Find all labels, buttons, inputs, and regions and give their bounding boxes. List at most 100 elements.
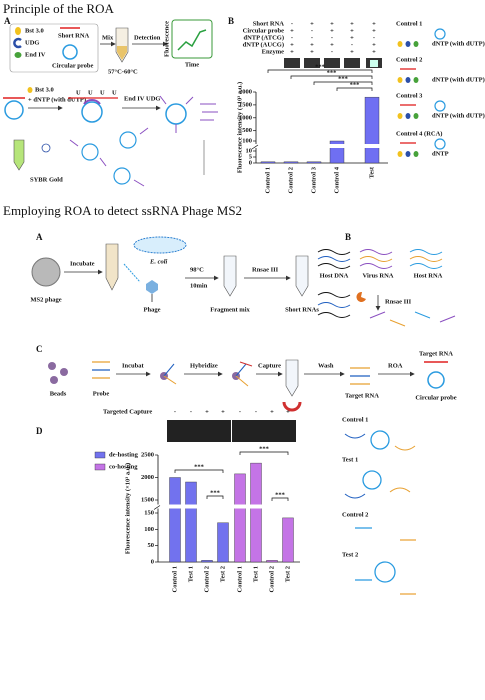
condition-mark: + xyxy=(330,41,334,48)
significance-label: *** xyxy=(350,81,360,88)
label: Target RNA xyxy=(419,350,453,357)
capture-workflow-shape xyxy=(48,362,56,370)
label: Beads xyxy=(50,390,67,397)
ms2-workflow-shape xyxy=(133,236,187,254)
ms2-workflow: A MS2 phage Incubate E. coli Phage 98°C … xyxy=(30,232,319,313)
capture-workflow-shape xyxy=(163,363,175,377)
label: + dNTP (with dUTP) xyxy=(28,96,86,103)
capture-mark: - xyxy=(239,408,241,415)
condition-mark: - xyxy=(311,27,313,34)
label: 98°C xyxy=(190,266,204,273)
gel-image xyxy=(304,58,320,68)
principle-schematic-shape xyxy=(83,99,101,105)
ms2-digestion-shape xyxy=(414,311,431,319)
y-axis-label: Fluorescence intensity (×10³ a.u.) xyxy=(124,463,131,554)
gel-image xyxy=(284,58,300,68)
gel-image xyxy=(324,58,340,68)
principle-schematic-shape xyxy=(81,101,103,123)
condition-name: Circular probe xyxy=(243,27,284,34)
bar xyxy=(169,477,181,563)
condition-mark: + xyxy=(372,41,376,48)
principle-schematic-shape xyxy=(13,139,25,171)
sample-legend-shape xyxy=(374,561,396,583)
condition-mark: + xyxy=(350,34,354,41)
gel-image xyxy=(167,420,231,442)
label: Time xyxy=(185,61,199,68)
y-tick-label: 100 xyxy=(144,526,154,533)
sample-legend-shape xyxy=(344,493,366,499)
ms2-digestion-shape xyxy=(317,302,351,308)
significance-label: *** xyxy=(210,489,220,496)
label: Hybridize xyxy=(190,362,218,369)
condition-mark: - xyxy=(291,34,293,41)
capture-workflow-shape xyxy=(235,375,249,387)
principle-schematic-shape xyxy=(177,29,207,51)
condition-mark: + xyxy=(372,27,376,34)
enzyme-icon xyxy=(397,151,403,157)
label: Short RNAs xyxy=(285,306,319,313)
sample-legend-shape xyxy=(394,445,416,451)
condition-mark: + xyxy=(290,48,294,55)
bar xyxy=(260,161,276,164)
sample-legend-shape xyxy=(344,433,366,439)
y-tick-label: 1000 xyxy=(239,114,252,121)
label: Short RNA xyxy=(58,32,90,39)
label: Capture xyxy=(258,362,281,369)
label: Control 2 xyxy=(342,511,368,518)
x-tick-label: Control 2 xyxy=(203,566,210,592)
x-tick-label: Control 1 xyxy=(236,566,243,592)
enzyme-icon xyxy=(413,151,419,157)
label: Host RNA xyxy=(414,272,443,279)
condition-mark: + xyxy=(350,48,354,55)
legend-swatch xyxy=(94,451,106,459)
y-tick-label: 5 xyxy=(249,153,253,160)
heading: Principle of the ROA xyxy=(3,1,114,16)
label: Target RNA xyxy=(345,392,379,399)
x-tick-label: Control 3 xyxy=(310,166,317,193)
significance-label: *** xyxy=(338,75,348,82)
principle-schematic-shape xyxy=(13,37,22,49)
condition-mark: + xyxy=(290,27,294,34)
y-axis-label: Fluorescence intensity (×10³ a.u.) xyxy=(236,82,243,173)
capture-workflow: C Beads Probe Incubat Hybridize Capture … xyxy=(36,344,457,412)
capture-mark: + xyxy=(205,408,209,415)
condition-mark: + xyxy=(330,27,334,34)
condition-mark: - xyxy=(331,34,333,41)
ms2-digestion-shape xyxy=(369,311,386,319)
label: Circular probe xyxy=(415,394,456,401)
capture-mark: + xyxy=(270,408,274,415)
y-tick-label: 1500 xyxy=(141,496,154,503)
condition-mark: + xyxy=(330,20,334,27)
label: D xyxy=(36,426,43,436)
label: Circular probe xyxy=(52,62,93,69)
sample-legend-shape xyxy=(362,470,382,490)
condition-table: B Short RNA - + + + +Circular probe + - + + +dNTP … xyxy=(228,16,382,68)
legend-name: Control 1 xyxy=(396,20,422,27)
principle-schematic-shape xyxy=(119,131,137,149)
y-tick-label: 10 xyxy=(246,147,253,154)
ms2-workflow-shape xyxy=(295,255,309,297)
principle-schematic-shape xyxy=(4,100,24,120)
y-tick-label: 150 xyxy=(144,509,154,516)
enzyme-icon xyxy=(405,113,411,119)
sample-legend: Control 1 Test 1 Control 2 Test 2 xyxy=(342,416,416,595)
x-tick-label: Control 2 xyxy=(287,167,294,193)
enzyme-icon xyxy=(405,151,411,157)
label: 57°C-60°C xyxy=(108,68,138,75)
significance-bracket xyxy=(271,497,289,501)
condition-name: Enzyme xyxy=(262,48,285,55)
significance-label: *** xyxy=(194,463,204,470)
condition-mark: + xyxy=(350,20,354,27)
label: Control 1 xyxy=(342,416,368,423)
label: Rnsae III xyxy=(385,298,412,305)
legend-name: Control 2 xyxy=(396,56,422,63)
label: A xyxy=(4,16,11,26)
principle-schematic-shape xyxy=(14,52,22,58)
capture-workflow-shape xyxy=(427,371,445,389)
label: Detection xyxy=(134,34,161,41)
capture-workflow-shape xyxy=(235,363,247,377)
enzyme-icon xyxy=(405,77,411,83)
label: UDG xyxy=(25,39,39,46)
capture-mark: - xyxy=(174,408,176,415)
